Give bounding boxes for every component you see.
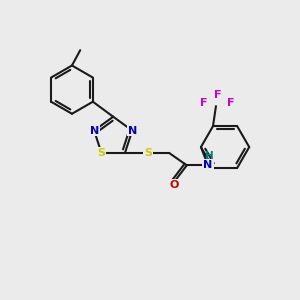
- Text: N: N: [203, 160, 213, 170]
- Text: H: H: [205, 151, 214, 160]
- Text: S: S: [98, 148, 105, 158]
- Text: S: S: [144, 148, 152, 158]
- Text: N: N: [128, 126, 137, 136]
- Text: N: N: [89, 126, 99, 136]
- Text: F: F: [227, 98, 234, 108]
- Text: F: F: [200, 98, 207, 108]
- Text: F: F: [214, 90, 221, 100]
- Text: O: O: [170, 180, 179, 190]
